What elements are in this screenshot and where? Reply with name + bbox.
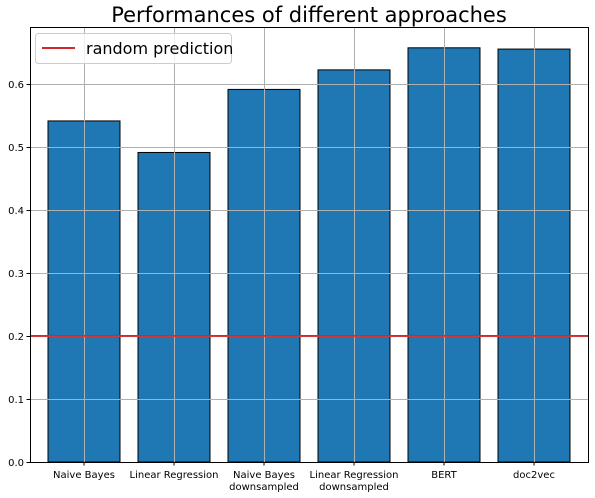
ticks: 0.0 0.1 0.2 0.3 0.4 0.5 0.6 Naive Bayes Linear R…	[8, 80, 555, 493]
x-tick-label: doc2vec	[513, 470, 555, 481]
y-tick-label: 0.1	[8, 395, 24, 406]
y-tick-label: 0.2	[8, 332, 24, 343]
x-tick-label: Naive Bayes	[233, 470, 295, 481]
y-tick-label: 0.0	[8, 458, 24, 469]
legend-box	[35, 33, 232, 64]
y-tick-label: 0.5	[8, 143, 24, 154]
x-tick-label: downsampled	[319, 482, 389, 493]
x-tick-label: Linear Regression	[310, 470, 399, 481]
bars	[30, 27, 588, 463]
plot-frame	[30, 27, 589, 463]
y-tick-label: 0.3	[8, 269, 24, 280]
x-tick-label: BERT	[431, 470, 457, 481]
y-tick-label: 0.4	[8, 206, 24, 217]
x-tick-label: Linear Regression	[130, 470, 219, 481]
legend-label: random prediction	[86, 39, 233, 58]
chart-title: Performances of different approaches	[111, 3, 507, 27]
legend: random prediction	[35, 33, 233, 64]
x-tick-label: Naive Bayes	[53, 470, 115, 481]
y-tick-label: 0.6	[8, 80, 24, 91]
x-tick-label: downsampled	[229, 482, 299, 493]
